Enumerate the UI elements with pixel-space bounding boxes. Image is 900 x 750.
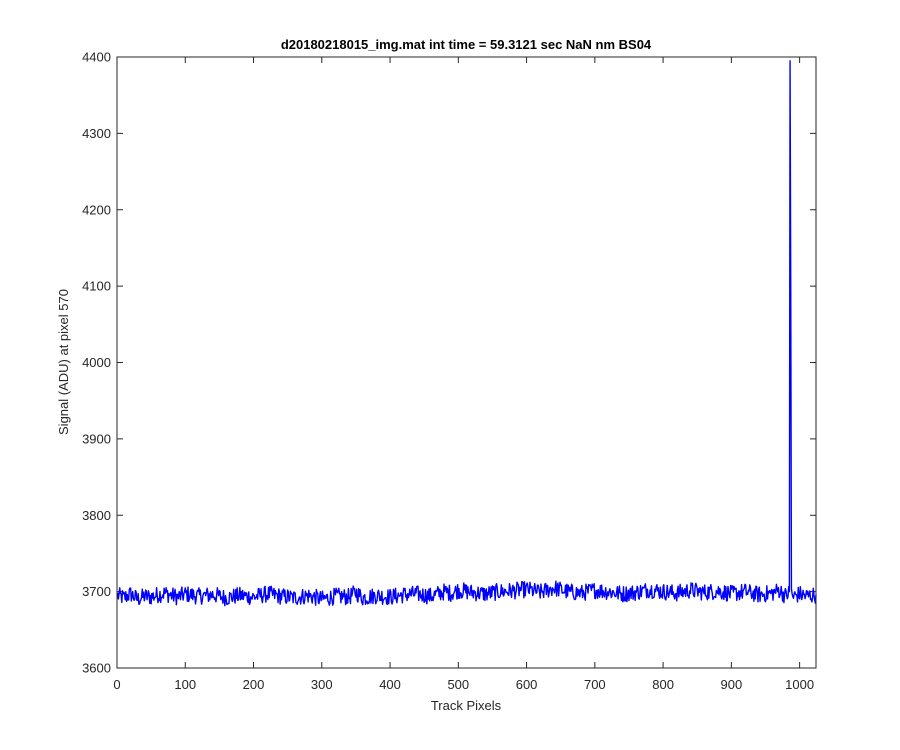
x-axis-label: Track Pixels: [431, 698, 502, 713]
x-tick-label-0: 0: [113, 677, 120, 692]
series-layer: [116, 60, 817, 607]
y-tick-label-7: 4300: [82, 126, 111, 141]
axis-ticks: [116, 56, 816, 669]
x-tick-label-4: 400: [379, 677, 401, 692]
x-tick-label-7: 700: [584, 677, 606, 692]
x-tick-label-8: 800: [652, 677, 674, 692]
y-axis-label: Signal (ADU) at pixel 570: [56, 289, 71, 435]
x-tick-label-6: 600: [516, 677, 538, 692]
y-tick-label-5: 4100: [82, 279, 111, 294]
y-tick-label-3: 3900: [82, 431, 111, 446]
chart-title: d20180218015_img.mat int time = 59.3121 …: [281, 37, 652, 52]
series-line-0: [116, 60, 817, 607]
axes-box: [116, 56, 817, 669]
y-tick-label-2: 3800: [82, 508, 111, 523]
x-tick-label-5: 500: [447, 677, 469, 692]
x-tick-label-3: 300: [311, 677, 333, 692]
y-tick-label-6: 4200: [82, 202, 111, 217]
plot-area: [117, 57, 816, 668]
x-tick-label-9: 900: [721, 677, 743, 692]
y-tick-label-4: 4000: [82, 355, 111, 370]
x-tick-label-2: 200: [243, 677, 265, 692]
y-tick-label-8: 4400: [82, 50, 111, 65]
y-tick-label-0: 3600: [82, 661, 111, 676]
x-tick-label-1: 100: [174, 677, 196, 692]
x-tick-label-10: 1000: [785, 677, 814, 692]
y-tick-label-1: 3700: [82, 584, 111, 599]
tick-labels: 0 100 200 300 400 500 600 700 800 900 1000 3600 3700…: [82, 50, 814, 693]
